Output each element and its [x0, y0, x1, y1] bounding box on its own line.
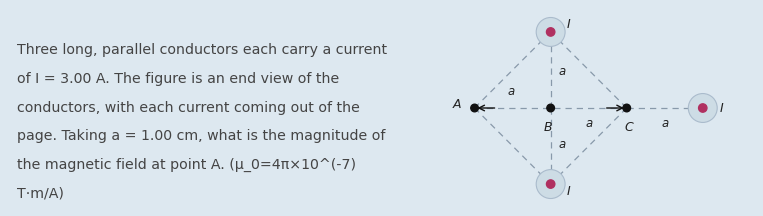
Text: I: I — [720, 102, 723, 114]
Text: a: a — [507, 85, 515, 98]
Text: C: C — [625, 121, 633, 134]
Circle shape — [547, 104, 555, 112]
Text: the magnetic field at point A. (μ_0=4π×10^(-7): the magnetic field at point A. (μ_0=4π×1… — [18, 158, 356, 172]
Circle shape — [699, 104, 707, 112]
Circle shape — [546, 180, 555, 188]
Circle shape — [471, 104, 478, 112]
Text: a: a — [559, 138, 565, 151]
Circle shape — [623, 104, 630, 112]
Text: a: a — [585, 117, 592, 130]
Circle shape — [688, 94, 717, 122]
Text: A: A — [453, 98, 462, 111]
Circle shape — [546, 28, 555, 36]
Circle shape — [536, 170, 565, 199]
Text: conductors, with each current coming out of the: conductors, with each current coming out… — [18, 101, 360, 115]
Text: a: a — [661, 117, 668, 130]
Text: of I = 3.00 A. The figure is an end view of the: of I = 3.00 A. The figure is an end view… — [18, 72, 340, 86]
Text: page. Taking a = 1.00 cm, what is the magnitude of: page. Taking a = 1.00 cm, what is the ma… — [18, 129, 385, 143]
Text: I: I — [567, 185, 571, 198]
Text: I: I — [567, 18, 571, 31]
Text: T·m/A): T·m/A) — [18, 187, 64, 201]
Text: a: a — [559, 65, 565, 78]
Text: Three long, parallel conductors each carry a current: Three long, parallel conductors each car… — [18, 43, 388, 57]
Text: B: B — [544, 121, 552, 134]
Circle shape — [536, 17, 565, 46]
